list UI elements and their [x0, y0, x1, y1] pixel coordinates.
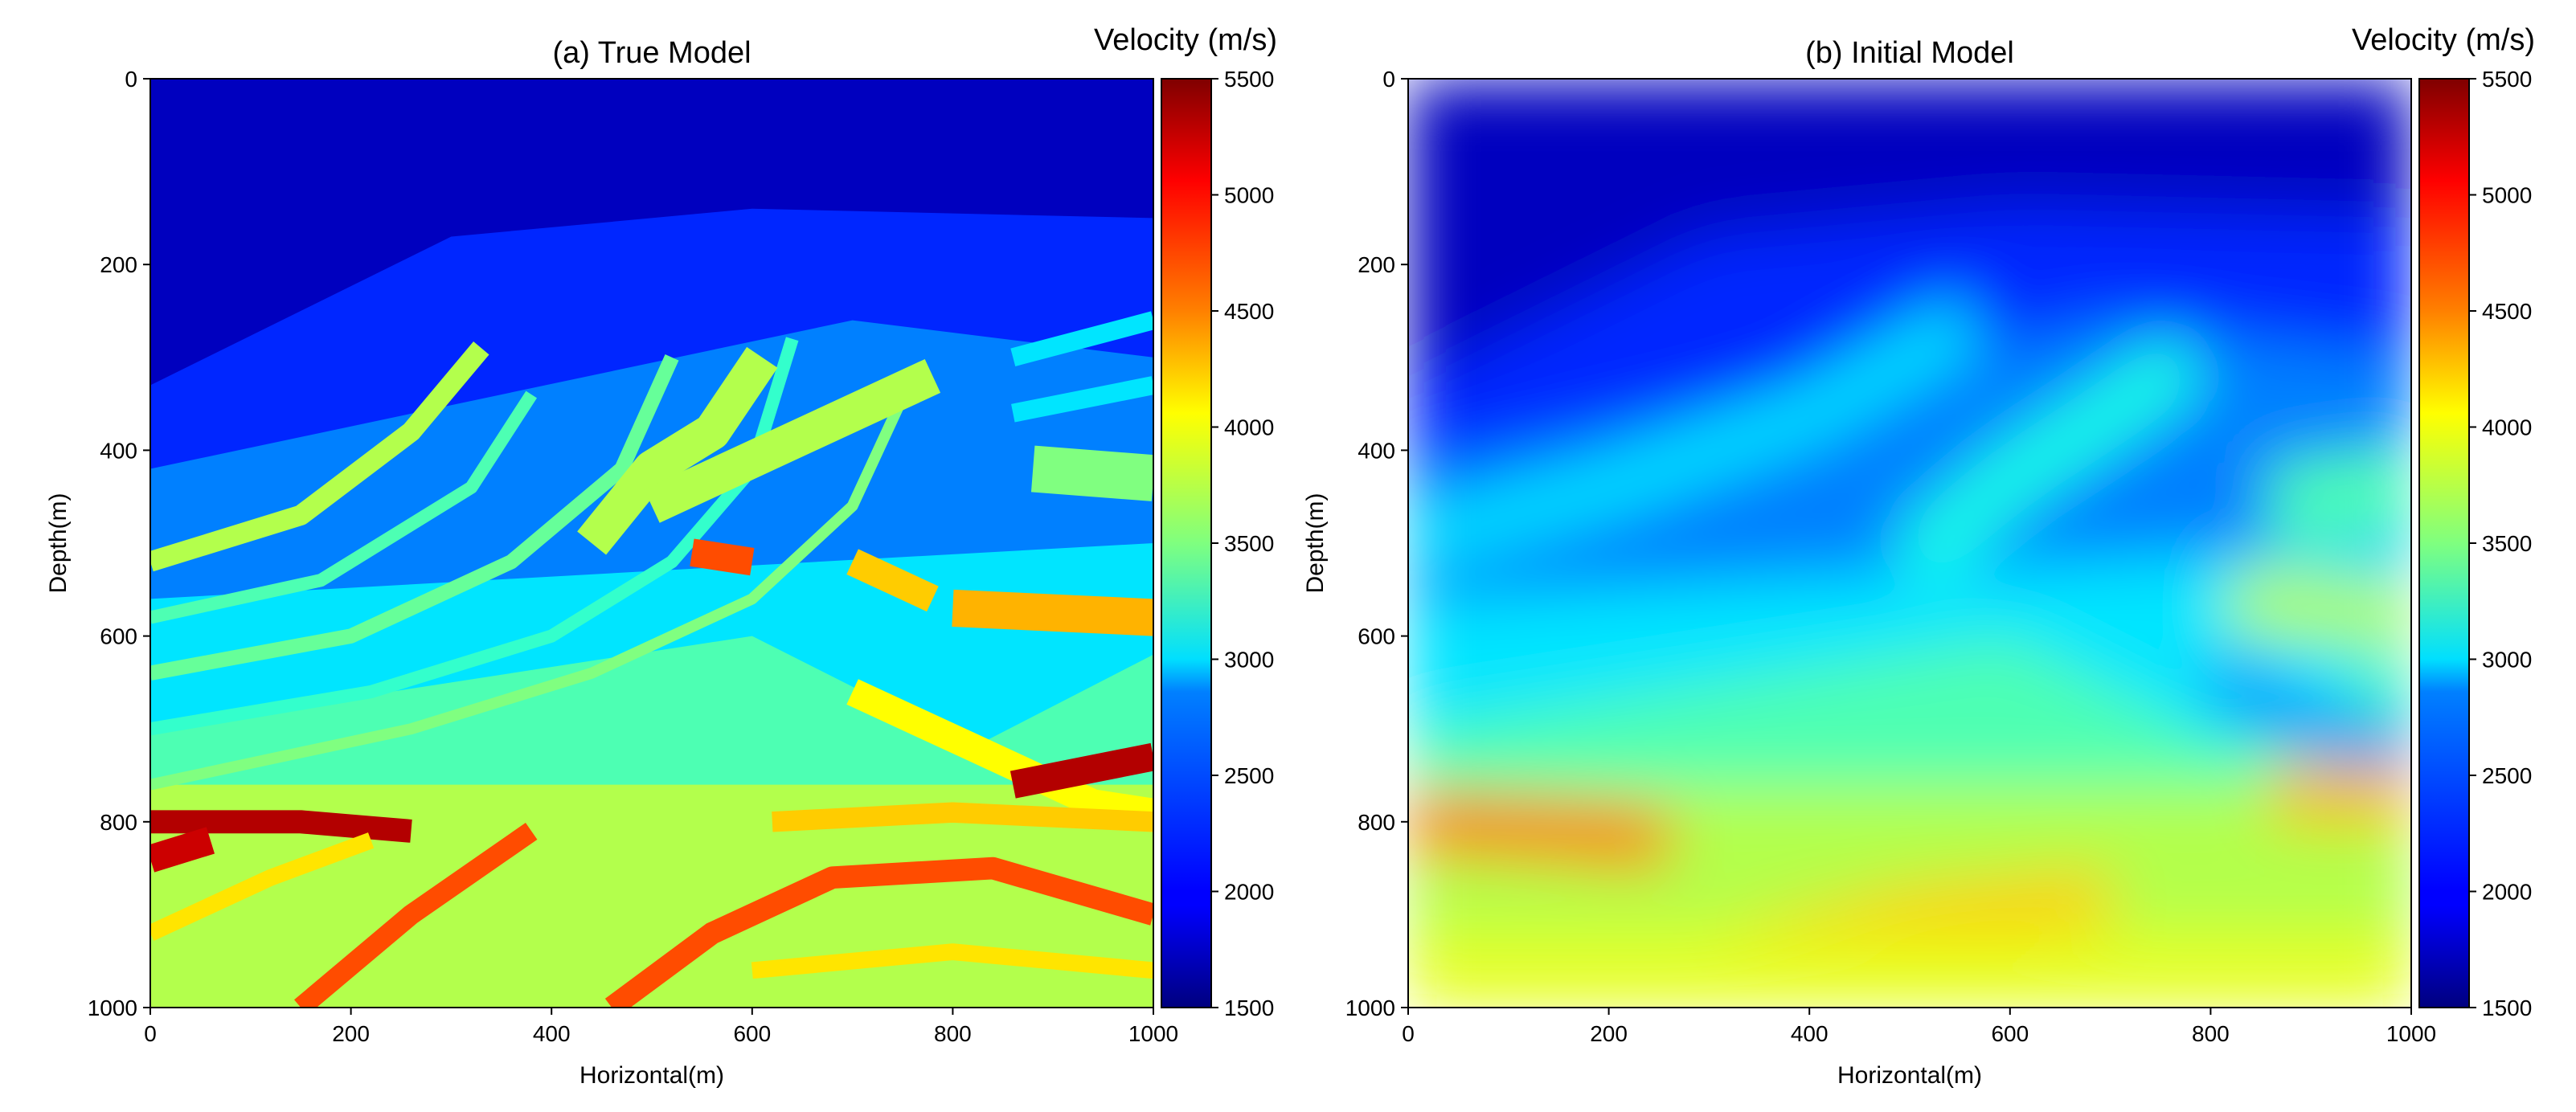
colorbar-title: Velocity (m/s): [1094, 23, 1277, 57]
panel-initial-model: (b) Initial Model 0 200 400 600 800 1000 0 200…: [1302, 23, 2535, 1089]
y-axis: 0 200 400 600 800 1000: [88, 67, 150, 1020]
colorbar: [2419, 79, 2469, 1008]
velocity-layer: [751, 943, 1153, 979]
velocity-layer: [644, 358, 941, 523]
velocity-layer: [1010, 742, 1153, 799]
velocity-layer: [2197, 648, 2411, 775]
y-tick-label: 1000: [88, 995, 137, 1020]
x-tick-label: 0: [144, 1021, 157, 1046]
x-axis: 0 200 400 600 800 1000: [144, 1008, 1178, 1046]
velocity-layer: [1889, 330, 2209, 587]
colorbar-ticks: 1500 2000 2500 3000 3500 4000 4500 5000 5500: [2469, 67, 2532, 1020]
x-axis-label: Horizontal(m): [1837, 1062, 1982, 1089]
velocity-layer: [150, 827, 215, 873]
velocity-layer: [1010, 311, 1153, 366]
colorbar-tick-label: 5500: [2482, 67, 2532, 92]
velocity-layer: [2227, 566, 2411, 650]
heatmap-field: [1408, 79, 2411, 1008]
x-tick-label: 600: [1991, 1021, 2029, 1046]
colorbar-title: Velocity (m/s): [2352, 23, 2535, 57]
panel-title: (a) True Model: [552, 36, 751, 70]
y-tick-label: 400: [1358, 438, 1395, 463]
colorbar-tick-label: 3500: [2482, 531, 2532, 556]
plot-frame: [1407, 78, 2412, 1008]
x-tick-label: 400: [533, 1021, 571, 1046]
x-axis-label: Horizontal(m): [579, 1062, 724, 1089]
x-tick-label: 200: [1590, 1021, 1628, 1046]
x-tick-label: 400: [1791, 1021, 1829, 1046]
x-tick-label: 0: [1402, 1021, 1415, 1046]
colorbar-tick-label: 3000: [2482, 648, 2532, 673]
plot-frame: [149, 78, 1154, 1008]
velocity-layer: [952, 589, 1153, 636]
velocity-layer: [2265, 446, 2411, 548]
panel-true-model: (a) True Model 0 200 400 600 800 1000 0 200 400…: [45, 23, 1277, 1089]
velocity-layer: [1030, 445, 1153, 501]
panel-title: (b) Initial Model: [1805, 36, 2014, 70]
heatmap-initial-model: [1408, 79, 2411, 1008]
colorbar-tick-label: 1500: [1224, 995, 1274, 1020]
colorbar-ticks: 1500 2000 2500 3000 3500 4000 4500 5000 5500: [1211, 67, 1274, 1020]
y-tick-label: 0: [125, 67, 137, 92]
heatmap-field: [150, 79, 1153, 1008]
velocity-layer: [604, 856, 1153, 1008]
velocity-layer: [150, 373, 918, 791]
velocity-layer: [294, 822, 538, 1008]
colorbar-tick-label: 3500: [1224, 531, 1274, 556]
x-tick-label: 1000: [1128, 1021, 1178, 1046]
y-tick-label: 600: [100, 624, 137, 649]
background-layer: [1408, 79, 2411, 386]
velocity-layer: [772, 802, 1153, 832]
velocity-layer: [690, 538, 755, 576]
y-tick-label: 400: [100, 438, 137, 463]
x-axis: 0 200 400 600 800 1000: [1402, 1008, 2436, 1046]
y-tick-label: 1000: [1345, 995, 1395, 1020]
velocity-layer: [150, 810, 412, 843]
colorbar-tick-label: 4000: [1224, 415, 1274, 440]
colorbar-tick-label: 5500: [1224, 67, 1274, 92]
background-layer: [150, 79, 1153, 386]
y-axis-label: Depth(m): [1302, 493, 1329, 593]
colorbar-tick-label: 4500: [1224, 299, 1274, 324]
velocity-layer: [1408, 794, 1672, 869]
colorbar-tick-label: 3000: [1224, 648, 1274, 673]
velocity-layer: [150, 390, 538, 624]
velocity-layer: [1408, 296, 1984, 570]
colorbar-tick-label: 1500: [2482, 995, 2532, 1020]
x-tick-label: 600: [733, 1021, 771, 1046]
velocity-layer: [577, 346, 778, 555]
colorbar-tick-label: 2000: [1224, 880, 1274, 905]
velocity-layer: [150, 354, 679, 681]
x-tick-label: 800: [934, 1021, 972, 1046]
colorbar-tick-label: 4500: [2482, 299, 2532, 324]
colorbar-tick-label: 2000: [2482, 880, 2532, 905]
y-tick-label: 800: [1358, 810, 1395, 835]
colorbar-tick-label: 5000: [2482, 183, 2532, 208]
velocity-layer: [846, 549, 939, 612]
velocity-layer: [1011, 376, 1153, 423]
x-tick-label: 800: [2192, 1021, 2230, 1046]
colorbar-tick-label: 2500: [2482, 763, 2532, 788]
y-axis-label: Depth(m): [45, 493, 72, 593]
colorbar-tick-label: 4000: [2482, 415, 2532, 440]
colorbar-tick-label: 5000: [1224, 183, 1274, 208]
y-axis: 0 200 400 600 800 1000: [1345, 67, 1408, 1020]
y-tick-label: 200: [1358, 252, 1395, 277]
y-tick-label: 0: [1382, 67, 1395, 92]
velocity-layer: [150, 832, 375, 941]
y-tick-label: 800: [100, 810, 137, 835]
x-tick-label: 200: [332, 1021, 370, 1046]
velocity-layer: [150, 341, 489, 572]
x-tick-label: 1000: [2386, 1021, 2436, 1046]
y-tick-label: 200: [100, 252, 137, 277]
heatmap-true-model: [150, 79, 1153, 1008]
colorbar-tick-label: 2500: [1224, 763, 1274, 788]
colorbar: [1161, 79, 1211, 1008]
y-tick-label: 600: [1358, 624, 1395, 649]
